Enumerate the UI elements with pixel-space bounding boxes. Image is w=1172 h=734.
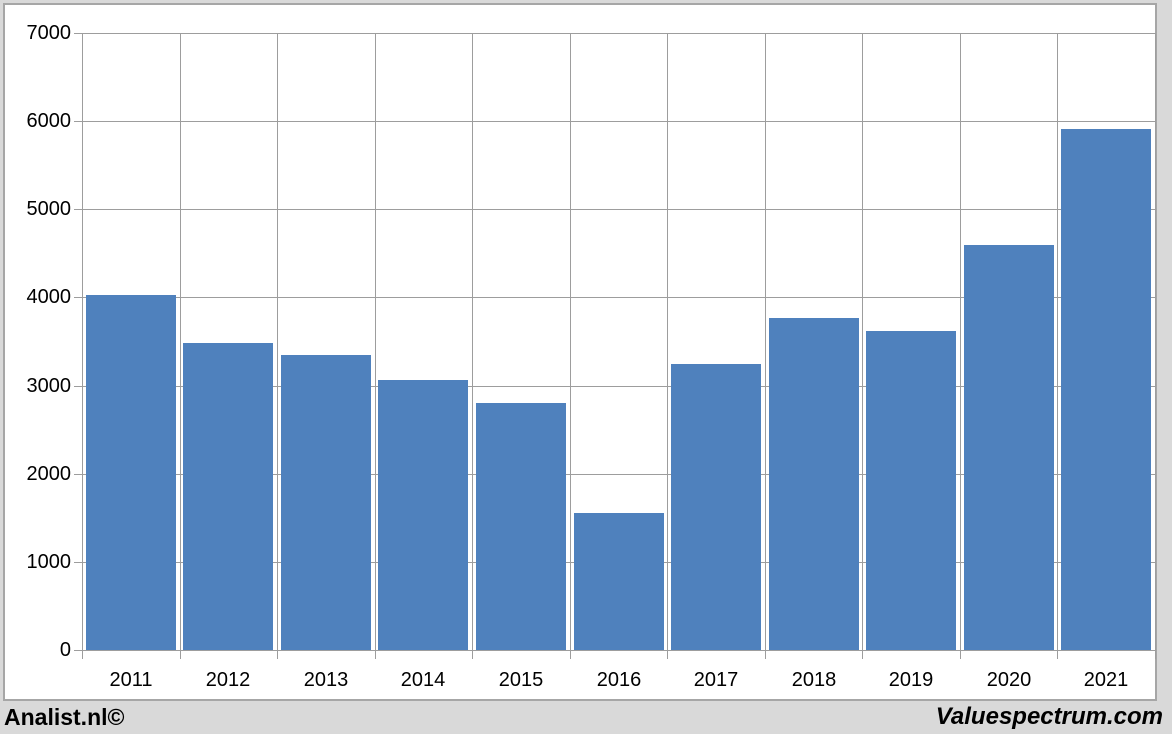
- x-axis-tick: [765, 650, 766, 659]
- gridline-vertical: [765, 33, 766, 650]
- y-axis-tick: [74, 650, 82, 651]
- gridline-vertical: [472, 33, 473, 650]
- x-axis-label-2019: 2019: [888, 669, 934, 691]
- gridline-vertical: [570, 33, 571, 650]
- y-axis-label: 2000: [26, 463, 72, 485]
- x-axis-tick: [180, 650, 181, 659]
- x-axis-label-2015: 2015: [498, 669, 544, 691]
- gridline-vertical: [960, 33, 961, 650]
- y-axis-tick: [74, 386, 82, 387]
- bar-2014: [378, 380, 468, 650]
- x-axis-tick: [570, 650, 571, 659]
- y-axis-tick: [74, 297, 82, 298]
- y-axis-label: 0: [59, 639, 71, 661]
- gridline-vertical: [1057, 33, 1058, 650]
- y-axis-label: 6000: [26, 110, 72, 132]
- y-axis-label: 1000: [26, 551, 72, 573]
- gridline-horizontal: [82, 386, 1155, 387]
- y-axis-label: 3000: [26, 375, 72, 397]
- x-axis-label-2021: 2021: [1083, 669, 1129, 691]
- x-axis-label-2011: 2011: [109, 669, 153, 691]
- x-axis-label-2012: 2012: [205, 669, 251, 691]
- gridline-vertical: [375, 33, 376, 650]
- gridline-horizontal: [82, 297, 1155, 298]
- x-axis-tick: [1057, 650, 1058, 659]
- x-axis-tick: [1155, 650, 1156, 659]
- gridline-horizontal: [82, 474, 1155, 475]
- x-axis-label-2020: 2020: [986, 669, 1032, 691]
- bar-2013: [281, 355, 371, 650]
- bar-2015: [476, 403, 566, 650]
- y-axis-tick: [74, 474, 82, 475]
- plot-right-border: [1155, 33, 1156, 650]
- y-axis-tick: [74, 121, 82, 122]
- gridline-horizontal: [82, 121, 1155, 122]
- y-axis-line: [82, 33, 83, 650]
- x-axis-label-2013: 2013: [303, 669, 349, 691]
- x-axis-label-2017: 2017: [693, 669, 739, 691]
- y-axis-label: 5000: [26, 198, 72, 220]
- bar-2019: [866, 331, 956, 650]
- analist-credit: Analist.nl©: [4, 704, 125, 730]
- x-axis-tick: [375, 650, 376, 659]
- bar-2018: [769, 318, 859, 650]
- gridline-vertical: [180, 33, 181, 650]
- gridline-vertical: [277, 33, 278, 650]
- gridline-horizontal: [82, 209, 1155, 210]
- bar-2021: [1061, 129, 1151, 650]
- y-axis-tick: [74, 33, 82, 34]
- x-axis-line: [82, 650, 1155, 651]
- gridline-vertical: [862, 33, 863, 650]
- x-axis-tick: [277, 650, 278, 659]
- bar-2011: [86, 295, 176, 650]
- bar-2020: [964, 245, 1054, 650]
- bar-2012: [183, 343, 273, 650]
- x-axis-tick: [82, 650, 83, 659]
- chart-panel: 0 1000 2000 3000 4000 5000 6000 7000 2011 2012 201…: [3, 3, 1157, 701]
- y-axis-tick: [74, 562, 82, 563]
- y-axis-label: 7000: [26, 22, 72, 44]
- x-axis-tick: [667, 650, 668, 659]
- x-axis-label-2016: 2016: [596, 669, 642, 691]
- y-axis-tick: [74, 209, 82, 210]
- valuespectrum-credit: Valuespectrum.com: [935, 703, 1163, 730]
- x-axis-label-2018: 2018: [791, 669, 837, 691]
- gridline-vertical: [667, 33, 668, 650]
- x-axis-tick: [862, 650, 863, 659]
- x-axis-tick: [960, 650, 961, 659]
- bar-2016: [574, 513, 664, 650]
- plot-top-border: [82, 33, 1155, 34]
- y-axis-label: 4000: [26, 286, 72, 308]
- x-axis-tick: [472, 650, 473, 659]
- x-axis-label-2014: 2014: [400, 669, 446, 691]
- bar-2017: [671, 364, 761, 650]
